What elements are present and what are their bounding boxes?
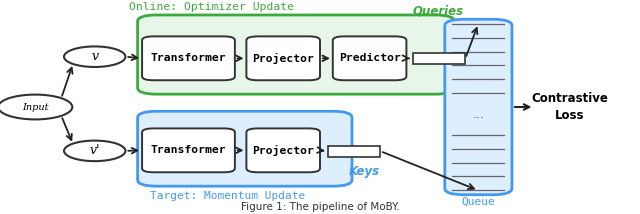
FancyBboxPatch shape (138, 111, 352, 186)
Circle shape (0, 95, 72, 119)
Text: Keys: Keys (349, 165, 380, 178)
Text: v: v (91, 50, 99, 63)
FancyBboxPatch shape (246, 128, 320, 172)
Text: Transformer: Transformer (150, 53, 227, 63)
FancyBboxPatch shape (138, 15, 454, 94)
Text: Input: Input (22, 103, 49, 111)
Text: v': v' (90, 144, 100, 157)
Text: Target: Momentum Update: Target: Momentum Update (150, 191, 306, 201)
Bar (328, 146, 380, 157)
Text: ...: ... (472, 107, 484, 120)
FancyBboxPatch shape (246, 36, 320, 80)
Text: Figure 1: The pipeline of MoBY.: Figure 1: The pipeline of MoBY. (241, 202, 399, 212)
Circle shape (64, 141, 125, 161)
Text: Projector: Projector (252, 53, 314, 64)
Bar (413, 53, 465, 64)
Circle shape (64, 46, 125, 67)
FancyBboxPatch shape (142, 36, 235, 80)
Text: Transformer: Transformer (150, 145, 227, 155)
FancyBboxPatch shape (445, 19, 512, 195)
Text: Projector: Projector (252, 145, 314, 156)
Text: Online: Optimizer Update: Online: Optimizer Update (129, 3, 294, 12)
FancyBboxPatch shape (333, 36, 406, 80)
Text: Queries: Queries (413, 4, 464, 17)
Text: Queue: Queue (462, 197, 495, 207)
FancyBboxPatch shape (142, 128, 235, 172)
Text: Contrastive
Loss: Contrastive Loss (531, 92, 608, 122)
Text: Predictor: Predictor (339, 53, 401, 63)
